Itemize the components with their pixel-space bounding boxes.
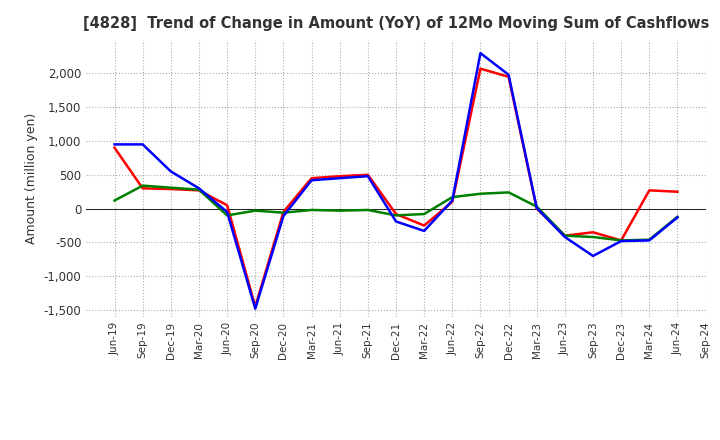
Operating Cashflow <box>420 223 428 228</box>
Operating Cashflow <box>476 66 485 71</box>
Title: [4828]  Trend of Change in Amount (YoY) of 12Mo Moving Sum of Cashflows: [4828] Trend of Change in Amount (YoY) o… <box>83 16 709 32</box>
Line: Investing Cashflow: Investing Cashflow <box>114 186 678 240</box>
Investing Cashflow <box>138 183 147 188</box>
Free Cashflow <box>448 198 456 203</box>
Operating Cashflow <box>222 202 231 208</box>
Operating Cashflow <box>336 173 344 179</box>
Free Cashflow <box>392 219 400 224</box>
Investing Cashflow <box>504 190 513 195</box>
Operating Cashflow <box>194 188 203 193</box>
Free Cashflow <box>476 51 485 56</box>
Free Cashflow <box>110 142 119 147</box>
Operating Cashflow <box>279 209 288 215</box>
Free Cashflow <box>420 228 428 234</box>
Investing Cashflow <box>166 185 175 191</box>
Operating Cashflow <box>364 172 372 177</box>
Free Cashflow <box>307 178 316 183</box>
Operating Cashflow <box>251 304 260 309</box>
Free Cashflow <box>645 238 654 243</box>
Free Cashflow <box>279 213 288 219</box>
Free Cashflow <box>336 176 344 181</box>
Investing Cashflow <box>420 211 428 216</box>
Investing Cashflow <box>194 187 203 192</box>
Investing Cashflow <box>279 210 288 215</box>
Line: Operating Cashflow: Operating Cashflow <box>114 69 678 307</box>
Investing Cashflow <box>645 237 654 242</box>
Operating Cashflow <box>110 145 119 150</box>
Investing Cashflow <box>251 208 260 213</box>
Operating Cashflow <box>617 238 626 243</box>
Operating Cashflow <box>138 186 147 191</box>
Investing Cashflow <box>364 207 372 213</box>
Free Cashflow <box>138 142 147 147</box>
Investing Cashflow <box>307 207 316 213</box>
Operating Cashflow <box>561 233 570 238</box>
Free Cashflow <box>673 215 682 220</box>
Free Cashflow <box>364 173 372 179</box>
Investing Cashflow <box>589 235 598 240</box>
Operating Cashflow <box>392 211 400 216</box>
Operating Cashflow <box>532 206 541 211</box>
Free Cashflow <box>166 169 175 174</box>
Free Cashflow <box>194 186 203 191</box>
Free Cashflow <box>251 306 260 312</box>
Investing Cashflow <box>617 238 626 243</box>
Investing Cashflow <box>336 208 344 213</box>
Operating Cashflow <box>589 230 598 235</box>
Free Cashflow <box>617 238 626 244</box>
Investing Cashflow <box>448 194 456 200</box>
Free Cashflow <box>532 205 541 211</box>
Free Cashflow <box>504 72 513 77</box>
Y-axis label: Amount (million yen): Amount (million yen) <box>25 113 38 244</box>
Line: Free Cashflow: Free Cashflow <box>114 53 678 309</box>
Investing Cashflow <box>110 198 119 203</box>
Operating Cashflow <box>448 199 456 205</box>
Free Cashflow <box>222 209 231 215</box>
Free Cashflow <box>589 253 598 259</box>
Investing Cashflow <box>222 213 231 218</box>
Operating Cashflow <box>673 189 682 194</box>
Investing Cashflow <box>532 204 541 209</box>
Free Cashflow <box>561 235 570 240</box>
Investing Cashflow <box>561 233 570 238</box>
Operating Cashflow <box>166 187 175 192</box>
Investing Cashflow <box>476 191 485 196</box>
Operating Cashflow <box>504 74 513 80</box>
Investing Cashflow <box>392 213 400 218</box>
Investing Cashflow <box>673 214 682 220</box>
Operating Cashflow <box>307 176 316 181</box>
Operating Cashflow <box>645 188 654 193</box>
